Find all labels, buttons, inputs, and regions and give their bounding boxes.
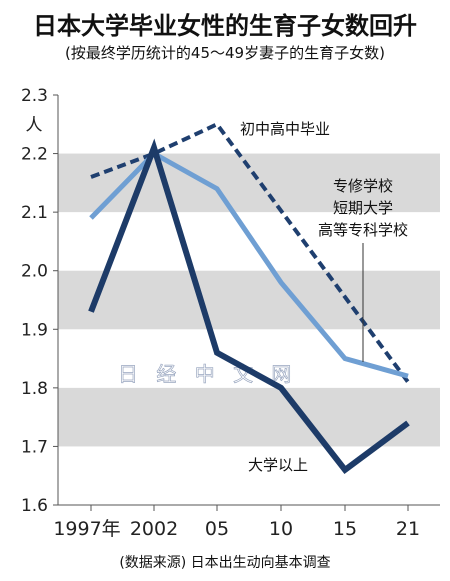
- chart-subtitle: (按最终学历统计的45～49岁妻子的生育子女数): [65, 44, 385, 62]
- band-0: [58, 387, 440, 447]
- x-ticks: 1997年 2002 05 10 15 21: [53, 505, 420, 540]
- series-line-1: [89, 150, 409, 379]
- band-2: [58, 153, 440, 213]
- x-tick-label-4: 15: [333, 518, 357, 540]
- y-tick-label-3: 1.9: [21, 320, 48, 340]
- series-lines: [88, 121, 410, 475]
- y-axis-unit: 人: [26, 115, 43, 135]
- series-label-1-line-1: 短期大学: [333, 199, 393, 217]
- y-tick-label-6: 2.2: [21, 145, 48, 165]
- y-tick-label-5: 2.1: [21, 203, 48, 223]
- series-line-2: [88, 138, 410, 475]
- band-1: [58, 270, 440, 330]
- x-tick-label-0: 1997年: [53, 518, 120, 540]
- watermark: 日 经 中 文 网: [118, 362, 297, 386]
- data-source-note: (数据来源) 日本出生动向基本调查: [119, 555, 331, 571]
- series-label-0: 初中高中毕业: [240, 120, 330, 138]
- y-ticks: 1.6 1.7 1.8 1.9 2.0 2.1 2.2 2.3: [21, 86, 58, 516]
- y-tick-label-4: 2.0: [21, 262, 48, 282]
- x-tick-label-2: 05: [205, 518, 229, 540]
- x-tick-label-3: 10: [269, 518, 293, 540]
- x-tick-label-1: 2002: [130, 518, 178, 540]
- chart-title: 日本大学毕业女性的生育子女数回升: [33, 12, 417, 40]
- series-line-0: [90, 121, 410, 384]
- y-tick-label-2: 1.8: [21, 379, 48, 399]
- series-label-1-line-0: 专修学校: [333, 177, 393, 195]
- grey-bands: [58, 153, 440, 447]
- series-label-1-line-2: 高等专科学校: [318, 221, 408, 239]
- axes: [57, 95, 440, 506]
- y-tick-label-0: 1.6: [21, 496, 48, 516]
- y-tick-label-1: 1.7: [21, 437, 48, 457]
- y-tick-label-7: 2.3: [21, 86, 48, 106]
- x-tick-label-5: 21: [396, 518, 420, 540]
- series-label-2: 大学以上: [248, 456, 308, 474]
